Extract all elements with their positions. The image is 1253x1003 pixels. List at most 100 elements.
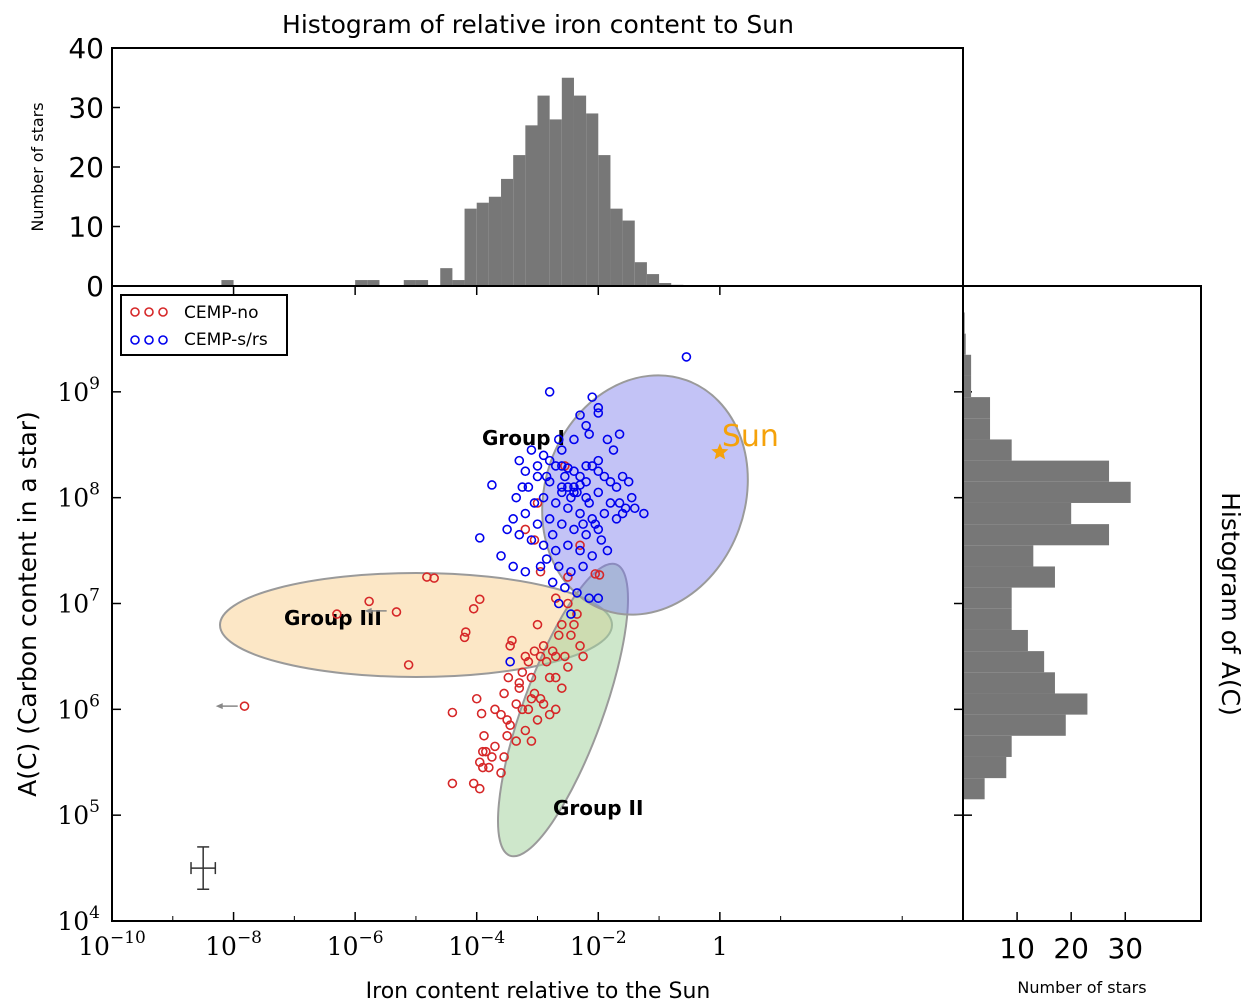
scatter-ytick-label: 107 (57, 586, 100, 619)
cemp-s-point (566, 609, 576, 619)
scatter-ytick-label: 104 (57, 903, 100, 936)
cemp-no-point (529, 535, 540, 545)
cemp-no-point (529, 688, 540, 699)
top-histogram-bar (549, 119, 562, 287)
sun-label: Sun (722, 419, 779, 454)
scatter-xlabel: Iron content relative to the Sun (366, 979, 711, 1003)
legend-marker (158, 307, 168, 317)
cemp-no-point (503, 672, 514, 683)
cemp-no-point (474, 757, 485, 768)
cemp-no-point (594, 570, 605, 580)
cemp-s-point (560, 471, 570, 482)
cemp-s-point (553, 598, 564, 609)
cemp-no-points (239, 461, 605, 794)
scatter-xtick-label: 10−2 (570, 928, 627, 961)
right-histogram-xtick-label: 10 (999, 932, 1035, 965)
cemp-no-point (332, 609, 342, 619)
cemp-no-point (532, 619, 543, 630)
cemp-s-point (614, 429, 625, 439)
cemp-s-point (529, 498, 540, 508)
cemp-no-point (563, 598, 573, 609)
cemp-no-point (479, 730, 489, 741)
cemp-s-point (550, 461, 561, 471)
cemp-s-point (639, 508, 649, 519)
cemp-no-point (557, 683, 567, 693)
right-histogram-bar (963, 418, 991, 440)
cemp-s-point (605, 498, 616, 508)
top-histogram-ytick-label: 0 (86, 270, 104, 303)
scatter-ytick-label: 109 (57, 374, 100, 407)
cemp-s-point (620, 503, 631, 514)
cemp-no-point (468, 778, 479, 789)
cemp-no-point (477, 746, 488, 757)
scatter-ytick-label: 108 (57, 480, 100, 513)
cemp-s-point (535, 561, 546, 572)
top-histogram-bar (561, 77, 574, 286)
cemp-no-point (520, 524, 531, 535)
right-histogram-bar (963, 672, 1055, 694)
scatter-xtick-label: 10−4 (448, 928, 505, 961)
cemp-s-point (557, 519, 567, 529)
cemp-s-points (474, 352, 692, 667)
cemp-s-point (557, 487, 567, 498)
cemp-s-point (566, 492, 576, 503)
top-histogram-bar (440, 268, 453, 286)
group-i-label: Group I (482, 426, 565, 450)
cemp-no-point (572, 609, 582, 619)
top-histogram-bar (646, 274, 660, 286)
cemp-s-point (538, 450, 549, 461)
cemp-no-point (575, 540, 585, 551)
cemp-no-point (523, 704, 534, 715)
cemp-no-point (511, 736, 522, 746)
right-histogram-xtick-label: 30 (1107, 932, 1143, 965)
cemp-s-point (508, 561, 518, 572)
cemp-no-point (517, 667, 528, 678)
cemp-s-point (599, 471, 610, 482)
cemp-s-point (532, 461, 543, 471)
cemp-no-point (560, 651, 570, 662)
cemp-no-point (490, 741, 500, 752)
cemp-s-point (547, 529, 558, 540)
right-histogram-bar (963, 460, 1110, 482)
cemp-s-point (557, 461, 567, 471)
cemp-no-point (526, 672, 537, 683)
upper-limit-arrowhead (215, 703, 223, 710)
cemp-s-point (560, 582, 570, 593)
cemp-no-point (391, 607, 402, 617)
right-histogram-bar (963, 375, 972, 398)
cemp-no-point (502, 730, 512, 741)
cemp-s-point (496, 551, 506, 561)
top-histogram-bar (525, 125, 538, 286)
error-bar (190, 846, 217, 890)
cemp-s-point (544, 514, 555, 524)
top-histogram-ylabel: Number of stars (28, 102, 47, 231)
cemp-s-point (557, 445, 567, 455)
cemp-s-point (578, 561, 588, 572)
cemp-s-point (505, 656, 515, 667)
top-histogram: 0 10 20 30 40 (68, 32, 964, 303)
cemp-s-point (508, 514, 518, 524)
scatter-xticks: 10−10 10−8 10−6 10−4 10−2 1 (78, 286, 903, 961)
cemp-no-point (550, 704, 561, 715)
top-histogram-bar (403, 280, 416, 286)
upper-limit-arrowhead (364, 607, 372, 614)
top-histogram-bar (634, 262, 647, 286)
right-histogram-bar (963, 545, 1034, 567)
cemp-no-point (535, 651, 546, 662)
cemp-s-point (578, 519, 588, 529)
top-histogram-bar (488, 196, 502, 286)
top-histogram-ytick-label: 30 (68, 92, 104, 125)
legend-cemp-s-marker (130, 335, 168, 345)
right-histogram-bar (963, 587, 1012, 609)
cemp-no-point (505, 641, 515, 651)
cemp-s-point (538, 492, 549, 503)
cemp-no-point (541, 656, 552, 667)
cemp-no-point (447, 707, 458, 718)
top-histogram-bar (573, 95, 587, 286)
cemp-no-point (474, 783, 485, 794)
right-histogram-bars (963, 312, 1131, 800)
cemp-s-point (572, 588, 582, 598)
scatter-xtick-label: 10−8 (205, 928, 262, 961)
right-histogram-frame (962, 285, 1202, 922)
cemp-no-point (511, 699, 522, 709)
